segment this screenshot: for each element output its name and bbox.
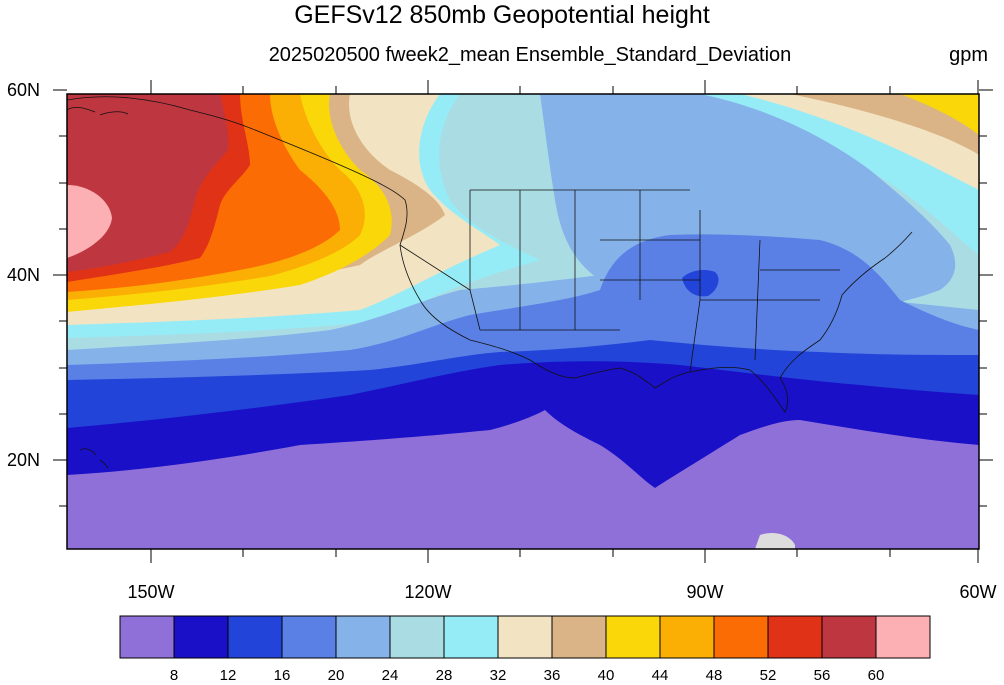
axis-ticks [53,80,993,563]
band-white-patch [755,533,795,549]
colorbar-swatch [119,615,175,659]
lon-label-150w: 150W [127,582,175,602]
colorbar-level-label: 44 [651,667,669,684]
colorbar-swatch [335,615,391,659]
colorbar-level-label: 28 [435,667,453,684]
lon-label-120w: 120W [404,582,452,602]
colorbar-swatch [659,615,715,659]
colorbar-level-label: 36 [543,667,561,684]
lat-label-60n: 60N [6,80,40,100]
map-subtitle: 2025020500 fweek2_mean Ensemble_Standard… [268,44,792,66]
colorbar-level-label: 16 [273,667,291,684]
colorbar [119,615,931,659]
colorbar-swatch [443,615,499,659]
colorbar-level-label: 40 [597,667,615,684]
lat-label-20n: 20N [6,450,40,470]
contour-field [67,94,979,549]
lon-label-60w: 60W [959,582,997,602]
coastline-and-borders [67,96,913,469]
lat-label-40n: 40N [6,265,40,285]
band-pink [67,185,112,258]
band-brown-east [790,94,979,155]
colorbar-swatch [767,615,823,659]
colorbar-swatch [497,615,553,659]
colorbar-swatch [173,615,229,659]
units-label: gpm [949,44,988,66]
colorbar-level-label: 32 [489,667,507,684]
colorbar-swatch [389,615,445,659]
colorbar-level-label: 52 [759,667,777,684]
colorbar-swatch [821,615,877,659]
colorbar-level-label: 60 [867,667,885,684]
band-purple [67,410,979,549]
colorbar-swatch [605,615,661,659]
colorbar-level-label: 24 [381,667,399,684]
colorbar-swatch [713,615,769,659]
colorbar-swatch [281,615,337,659]
band-yellow-east [900,94,979,135]
colorbar-level-label: 20 [327,667,345,684]
colorbar-level-label: 48 [705,667,723,684]
colorbar-level-label: 56 [813,667,831,684]
colorbar-swatch [227,615,283,659]
colorbar-level-label: 8 [169,667,179,684]
colorbar-level-label: 12 [219,667,237,684]
colorbar-swatch [875,615,931,659]
colorbar-swatch [551,615,607,659]
lon-label-90w: 90W [686,582,724,602]
map-title: GEFSv12 850mb Geopotential height [294,1,710,29]
